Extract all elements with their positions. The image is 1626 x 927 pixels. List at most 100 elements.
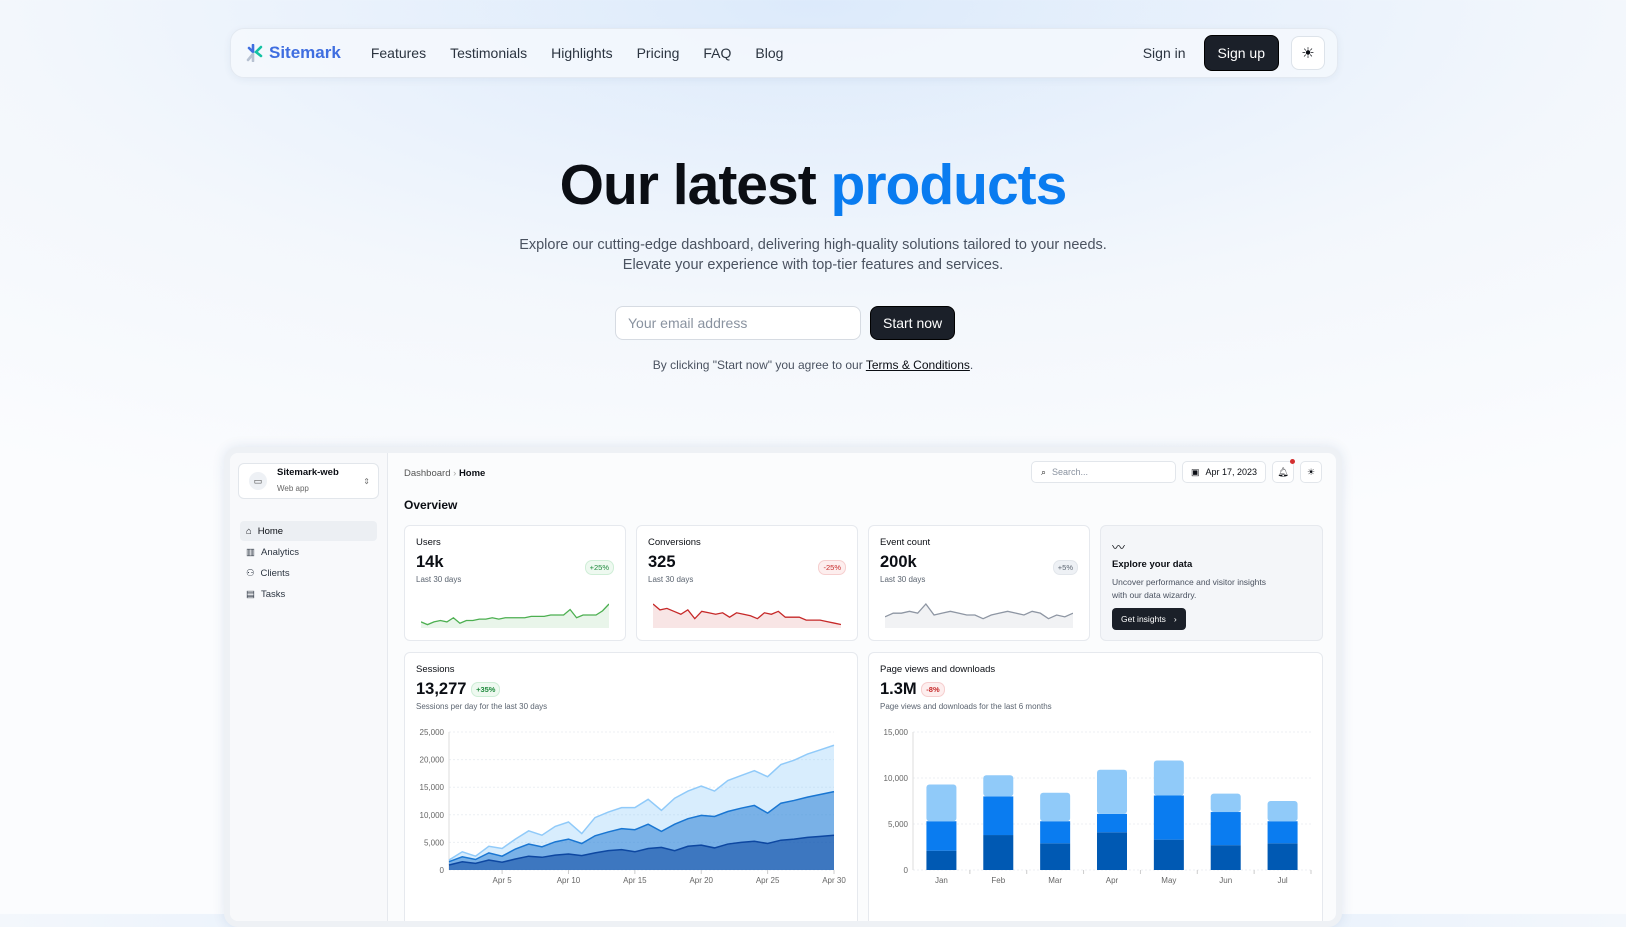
theme-toggle-button[interactable]: ☀ bbox=[1300, 461, 1322, 483]
overview-heading: Overview bbox=[404, 498, 458, 512]
sparkline-area bbox=[653, 604, 841, 628]
x-tick-label: Feb bbox=[991, 876, 1005, 885]
y-tick-label: 15,000 bbox=[884, 728, 909, 737]
bar-segment bbox=[1040, 821, 1071, 844]
sitemark-logo-icon bbox=[246, 44, 263, 62]
y-tick-label: 15,000 bbox=[420, 783, 445, 792]
nav-features[interactable]: Features bbox=[370, 45, 427, 61]
bar-segment bbox=[983, 796, 1014, 836]
y-tick-label: 10,000 bbox=[884, 774, 909, 783]
brand-logo[interactable]: Sitemark bbox=[245, 43, 341, 63]
sidebar-item-home[interactable]: ⌂ Home bbox=[240, 521, 377, 541]
brand-name: Sitemark bbox=[269, 43, 341, 62]
bell-icon: 🔔︎ bbox=[1277, 466, 1289, 477]
get-insights-button[interactable]: Get insights › bbox=[1112, 608, 1186, 630]
stat-card: Users 14k +25% Last 30 days bbox=[404, 525, 626, 641]
sign-in-button[interactable]: Sign in bbox=[1142, 45, 1186, 61]
sign-up-button[interactable]: Sign up bbox=[1203, 35, 1279, 71]
x-tick-label: Jun bbox=[1219, 876, 1232, 885]
sun-icon: ☀ bbox=[1306, 466, 1316, 477]
pageviews-chart: 0 5,000 10,000 15,000 Jan Feb Mar Apr May Jun Jul bbox=[884, 728, 1312, 885]
bar-segment bbox=[1097, 769, 1127, 814]
bar-segment bbox=[926, 784, 957, 822]
terms-note: By clicking "Start now" you agree to our… bbox=[652, 358, 974, 372]
nav-faq[interactable]: FAQ bbox=[703, 45, 732, 61]
theme-toggle-button[interactable]: ☀ bbox=[1291, 36, 1325, 70]
sun-icon: ☀ bbox=[1301, 45, 1315, 62]
pageviews-badge: -8% bbox=[921, 682, 945, 698]
chevron-right-icon: › bbox=[1173, 614, 1177, 624]
nav-pricing[interactable]: Pricing bbox=[636, 45, 680, 61]
x-tick-label: Apr 5 bbox=[493, 876, 513, 885]
search-icon: ⌕ bbox=[1040, 466, 1046, 477]
bar-segment bbox=[1210, 793, 1241, 813]
stat-card: Conversions 325 -25% Last 30 days bbox=[636, 525, 858, 641]
chevron-updown-icon: ⇕ bbox=[363, 476, 370, 486]
nav-highlights[interactable]: Highlights bbox=[551, 45, 613, 61]
x-tick-label: Apr 25 bbox=[756, 876, 780, 885]
y-tick-label: 25,000 bbox=[420, 728, 445, 737]
analytics-icon: ▥ bbox=[246, 546, 255, 558]
bar-segment bbox=[926, 821, 957, 851]
sparkline bbox=[421, 603, 609, 628]
bar-segment bbox=[1153, 839, 1184, 870]
sparkline-area bbox=[885, 604, 1073, 628]
x-tick-label: Apr 10 bbox=[557, 876, 581, 885]
trend-badge: +5% bbox=[1052, 560, 1078, 575]
date-picker[interactable]: ▣ Apr 17, 2023 bbox=[1181, 461, 1266, 483]
x-tick-label: Mar bbox=[1048, 876, 1062, 885]
bar-segment bbox=[1267, 801, 1298, 822]
sessions-chart: 0 5,000 10,000 15,000 20,000 25,000 Apr 5 Apr 1… bbox=[420, 728, 847, 885]
sidebar: ▭ Sitemark-web Web app ⇕ ⌂ Home ▥ Analytics ⚇… bbox=[230, 453, 388, 921]
bar-segment bbox=[1097, 813, 1127, 833]
sparkline bbox=[653, 603, 841, 628]
nav-blog[interactable]: Blog bbox=[755, 45, 784, 61]
calendar-icon: ▣ bbox=[1190, 466, 1200, 477]
sidebar-item-clients[interactable]: ⚇ Clients bbox=[246, 567, 290, 579]
home-icon: ⌂ bbox=[246, 525, 252, 537]
bar-segment bbox=[1267, 843, 1298, 870]
breadcrumb: Dashboard › Home bbox=[404, 468, 486, 479]
terms-link[interactable]: Terms & Conditions bbox=[865, 358, 970, 372]
bar-segment bbox=[926, 850, 957, 870]
y-tick-label: 0 bbox=[904, 866, 909, 875]
x-tick-label: Jan bbox=[935, 876, 948, 885]
sparkline-line bbox=[653, 603, 841, 626]
hero-subtitle: Explore our cutting-edge dashboard, deli… bbox=[519, 237, 1107, 273]
y-tick-label: 20,000 bbox=[420, 756, 445, 765]
dashboard-preview: ▭ Sitemark-web Web app ⇕ ⌂ Home ▥ Analytics ⚇… bbox=[224, 447, 1342, 927]
top-navbar: Sitemark Features Testimonials Highlight… bbox=[230, 28, 1338, 78]
x-tick-label: Apr bbox=[1106, 876, 1119, 885]
devices-icon: ▭ bbox=[249, 472, 267, 490]
trend-badge: -25% bbox=[818, 560, 846, 575]
stat-card: Event count 200k +5% Last 30 days bbox=[868, 525, 1090, 641]
start-now-button[interactable]: Start now bbox=[870, 306, 956, 340]
y-tick-label: 0 bbox=[440, 866, 445, 875]
sparkline-area bbox=[421, 604, 609, 628]
sessions-card: Sessions 13,277 +35% Sessions per day fo… bbox=[404, 652, 858, 921]
x-tick-label: Apr 20 bbox=[689, 876, 713, 885]
sparkline-line bbox=[421, 603, 609, 626]
page-title: Our latest products bbox=[559, 153, 1068, 217]
search-input[interactable]: ⌕ Search... bbox=[1030, 461, 1176, 483]
notifications-button[interactable]: 🔔︎ bbox=[1272, 459, 1295, 483]
pageviews-card: Page views and downloads 1.3M -8% Page v… bbox=[868, 652, 1323, 921]
project-selector[interactable]: ▭ Sitemark-web Web app ⇕ bbox=[238, 463, 379, 499]
sidebar-item-analytics[interactable]: ▥ Analytics bbox=[246, 546, 299, 558]
x-tick-label: Apr 30 bbox=[822, 876, 846, 885]
bar-segment bbox=[1210, 845, 1241, 870]
series-line bbox=[448, 790, 835, 863]
bar-segment bbox=[1040, 792, 1071, 822]
bar-segment bbox=[983, 835, 1014, 870]
x-tick-label: Apr 15 bbox=[623, 876, 647, 885]
x-tick-label: May bbox=[1161, 876, 1176, 885]
nav-testimonials[interactable]: Testimonials bbox=[450, 45, 528, 61]
explore-card: 〰 Explore your data Uncover performance … bbox=[1100, 525, 1323, 641]
clients-icon: ⚇ bbox=[246, 567, 255, 579]
series-line bbox=[448, 834, 835, 866]
y-tick-label: 5,000 bbox=[424, 838, 445, 847]
sidebar-item-tasks[interactable]: ▤ Tasks bbox=[246, 588, 286, 600]
insights-icon: 〰 bbox=[1112, 540, 1126, 555]
email-input[interactable] bbox=[615, 306, 861, 340]
bar-segment bbox=[1097, 832, 1127, 870]
